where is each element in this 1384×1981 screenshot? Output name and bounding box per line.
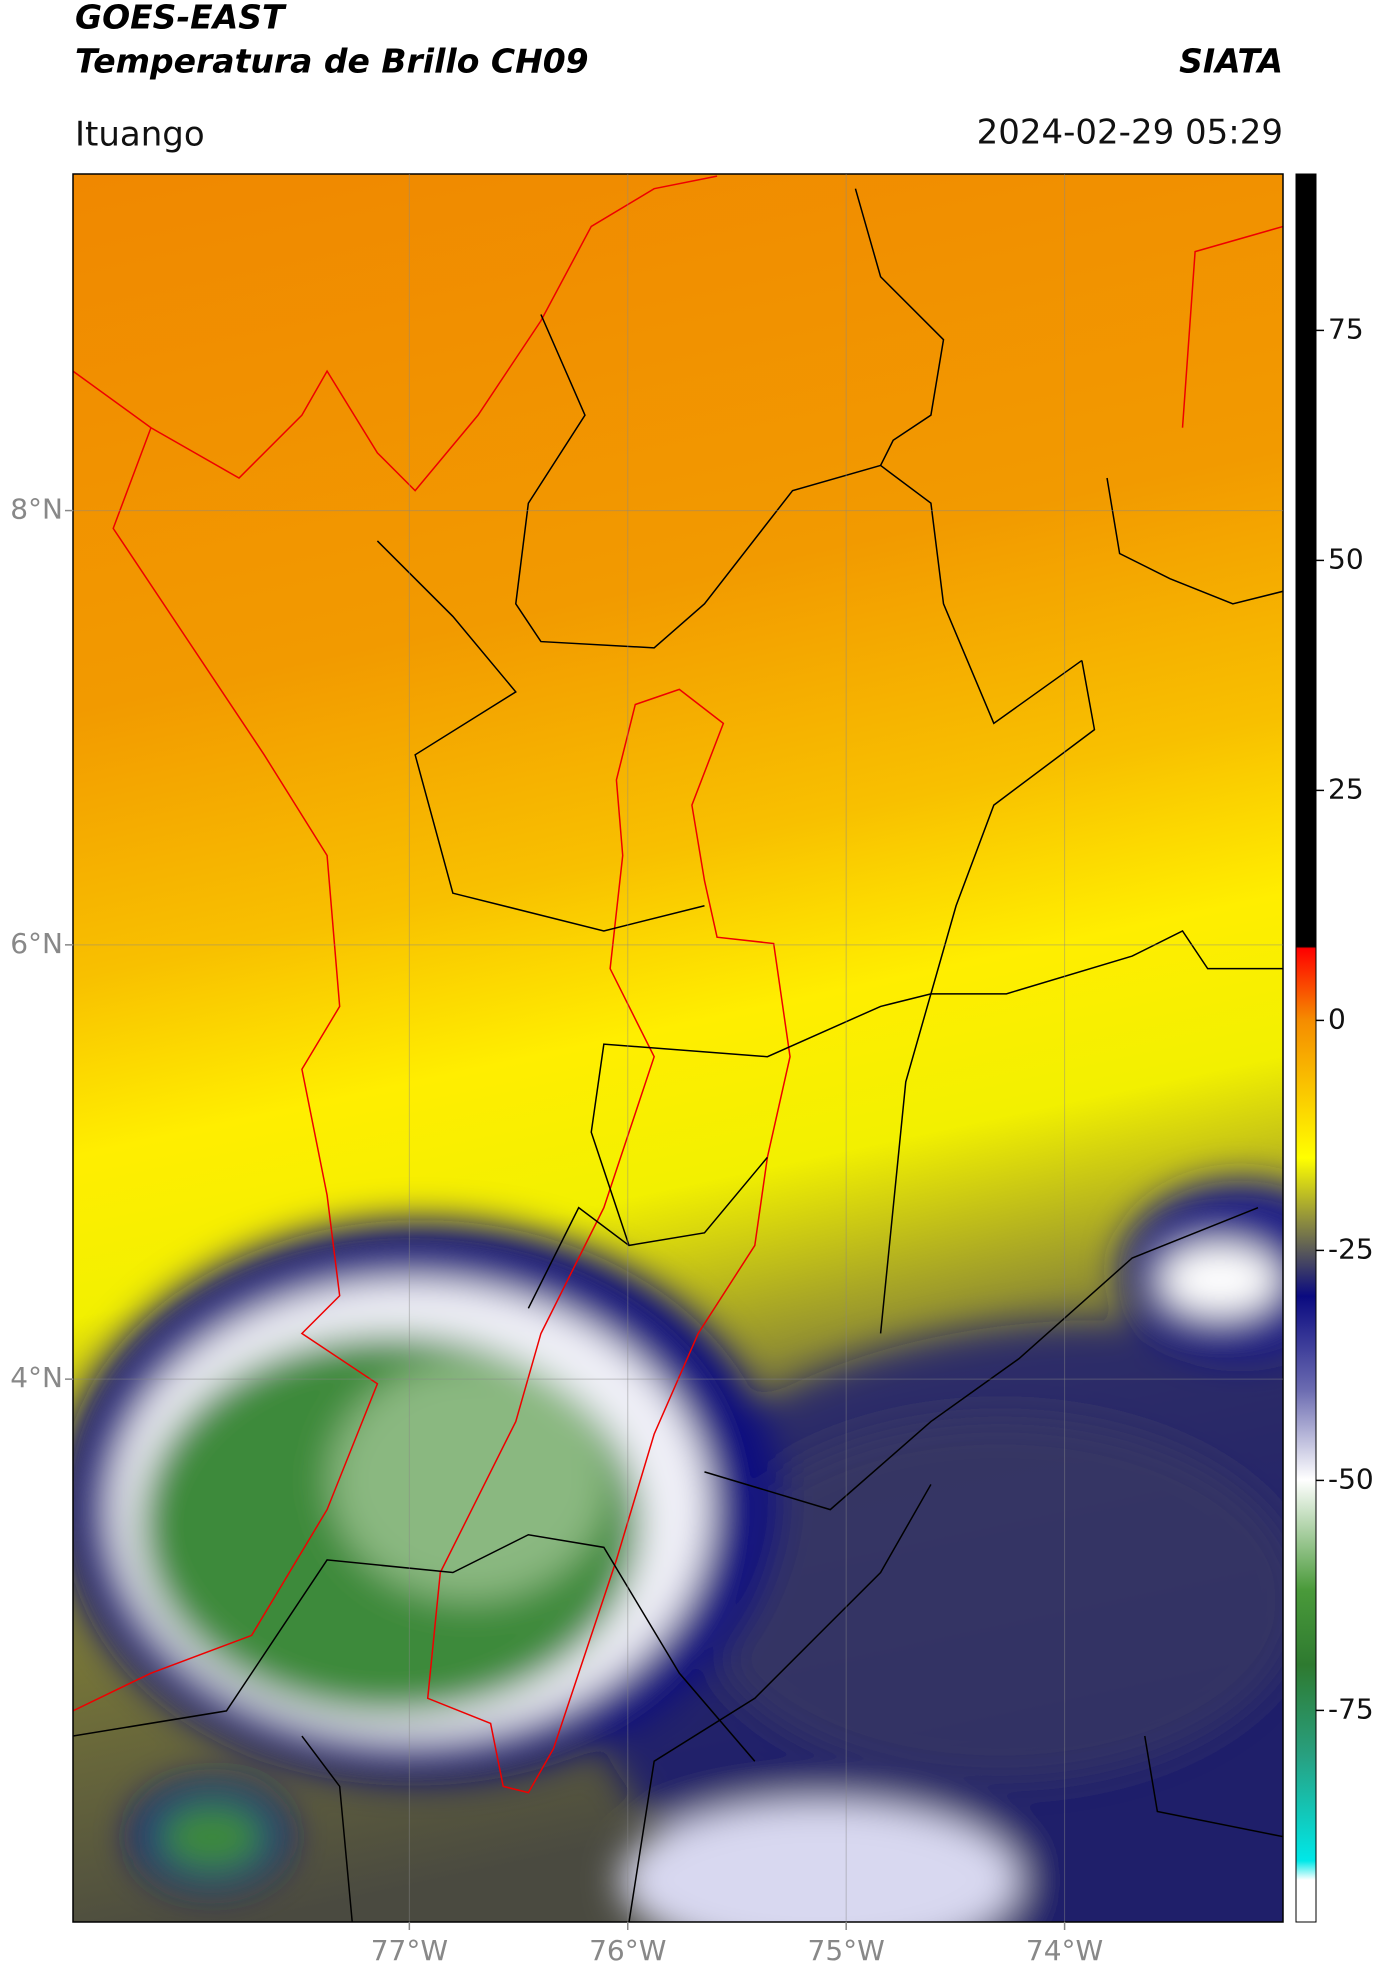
y-tick-label: 4°N (10, 1361, 63, 1394)
colorbar-tick-label: -25 (1328, 1232, 1374, 1265)
y-tick-label: 6°N (10, 927, 63, 960)
location: Ituango (75, 115, 205, 155)
axes: 77°W 76°W 75°W 74°W 4°N 6°N 8°N -75 -50 -25 0 25 50 7… (10, 174, 1374, 1967)
map-frame (72, 173, 1284, 1923)
colorbar-tick-label: -50 (1328, 1462, 1374, 1495)
cloud-field (73, 1180, 1283, 1922)
x-tick-label: 76°W (589, 1934, 666, 1967)
colorbar-tick-label: 25 (1328, 772, 1364, 805)
datetime: 2024-02-29 05:29 (977, 113, 1283, 153)
colorbar-tick-label: -75 (1328, 1692, 1374, 1725)
x-tick-label: 74°W (1026, 1934, 1103, 1967)
colorbar-tick-label: 0 (1328, 1002, 1346, 1035)
title: GOES-EAST (75, 0, 287, 37)
subtitle: Temperatura de Brillo CH09 (75, 42, 589, 81)
colorbar (1295, 173, 1317, 1923)
map-image (73, 174, 1283, 1922)
colorbar-tick-label: 50 (1328, 542, 1364, 575)
x-tick-label: 77°W (371, 1934, 448, 1967)
source: SIATA (1179, 42, 1283, 81)
boundaries (73, 176, 1283, 1922)
y-tick-label: 8°N (10, 493, 63, 526)
x-tick-label: 75°W (808, 1934, 885, 1967)
colorbar-tick-label: 75 (1328, 312, 1364, 345)
